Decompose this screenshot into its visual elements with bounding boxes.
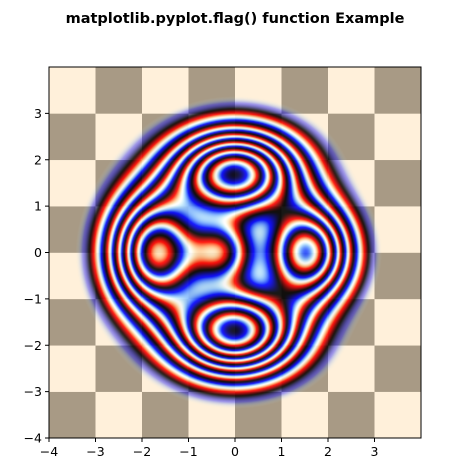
y-tick-label: 2 (34, 152, 42, 167)
heatmap-layer (49, 67, 421, 438)
x-tick-label: 3 (371, 444, 379, 459)
x-tick-label: −1 (179, 444, 197, 459)
y-tick-label: −4 (24, 431, 42, 446)
x-tick-label: −2 (133, 444, 151, 459)
y-tick-label: −1 (24, 291, 42, 306)
y-tick-label: −2 (24, 338, 42, 353)
x-tick-label: −3 (86, 444, 104, 459)
x-axis: −4 −3 −2 −1 0 1 2 3 (40, 438, 379, 459)
x-tick-label: −4 (40, 444, 58, 459)
x-tick-label: 0 (231, 444, 239, 459)
y-tick-label: 3 (34, 106, 42, 121)
y-tick-label: 0 (34, 245, 42, 260)
y-tick-label: 1 (34, 199, 42, 214)
y-tick-label: −3 (24, 384, 42, 399)
y-axis: −4 −3 −2 −1 0 1 2 3 (24, 106, 49, 446)
x-tick-label: 2 (324, 444, 332, 459)
x-tick-label: 1 (278, 444, 286, 459)
chart-title: matplotlib.pyplot.flag() function Exampl… (66, 11, 405, 27)
